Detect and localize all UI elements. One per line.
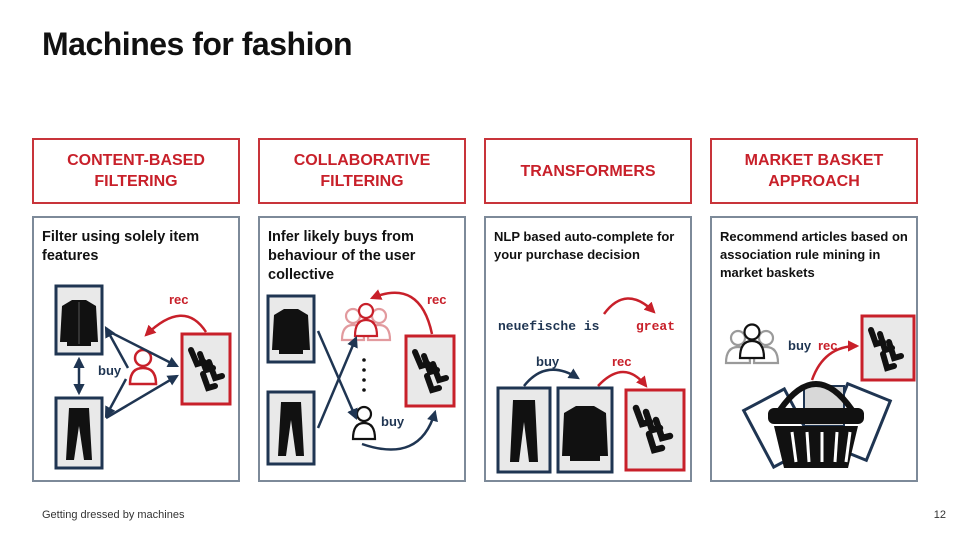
buy-label: buy xyxy=(381,414,405,429)
heading-line: APPROACH xyxy=(768,173,860,190)
socks-icon xyxy=(624,388,686,472)
jacket-icon xyxy=(266,294,316,364)
panel-market-basket: Recommend articles based on association … xyxy=(710,216,918,482)
footer-text: Getting dressed by machines xyxy=(42,509,185,521)
panel-description: Recommend articles based on association … xyxy=(720,229,908,280)
heading-line: CONTENT-BASED xyxy=(67,152,205,169)
user-group-icon xyxy=(724,323,780,365)
panel-collaborative: Infer likely buys from behaviour of the … xyxy=(258,216,466,482)
socks-icon xyxy=(404,334,456,408)
page-number: 12 xyxy=(933,509,946,521)
heading-line: MARKET BASKET xyxy=(744,152,884,169)
socks-icon xyxy=(860,314,916,382)
rec-label: rec xyxy=(612,354,632,369)
collaborative-diagram: rec buy xyxy=(266,289,456,466)
heading-line: COLLABORATIVE xyxy=(293,152,431,169)
socks-icon xyxy=(180,332,232,406)
panel-transformers: NLP based auto-complete for your purchas… xyxy=(484,216,692,482)
shopping-basket-icon xyxy=(768,381,864,468)
user-group-icon xyxy=(340,302,392,342)
trousers-icon xyxy=(266,390,316,466)
trousers-icon xyxy=(496,386,552,474)
user-icon xyxy=(351,405,377,441)
rec-label: rec xyxy=(427,292,447,307)
user-icon xyxy=(128,348,158,386)
heading-line: FILTERING xyxy=(320,173,404,190)
slide-title: Machines for fashion xyxy=(42,26,353,62)
heading-collaborative: COLLABORATIVE FILTERING xyxy=(258,138,466,204)
rec-label: rec xyxy=(169,292,189,307)
trousers-icon xyxy=(54,396,104,470)
sentence-text: neuefische is xyxy=(498,319,600,334)
jacket-icon xyxy=(556,386,614,474)
ellipsis xyxy=(362,358,366,392)
content-based-diagram: rec buy xyxy=(54,284,232,470)
panel-content-based: Filter using solely item features xyxy=(32,216,240,482)
buy-label: buy xyxy=(788,338,812,353)
heading-line: TRANSFORMERS xyxy=(520,162,656,180)
transformers-diagram: neuefische is great buy rec xyxy=(496,297,686,474)
panel-description: NLP based auto-complete for your purchas… xyxy=(494,229,675,262)
jacket-icon xyxy=(54,284,104,356)
market-basket-diagram: buy rec xyxy=(724,314,916,470)
rec-label: rec xyxy=(818,338,838,353)
panel-description: Infer likely buys from behaviour of the … xyxy=(268,229,416,283)
buy-label: buy xyxy=(536,354,560,369)
heading-line: FILTERING xyxy=(94,173,178,190)
heading-transformers: TRANSFORMERS xyxy=(484,138,692,204)
heading-market-basket: MARKET BASKET APPROACH xyxy=(710,138,918,204)
buy-label: buy xyxy=(98,363,122,378)
heading-content-based: CONTENT-BASED FILTERING xyxy=(32,138,240,204)
completion-text: great xyxy=(636,319,675,334)
panel-description: Filter using solely item features xyxy=(42,229,200,264)
